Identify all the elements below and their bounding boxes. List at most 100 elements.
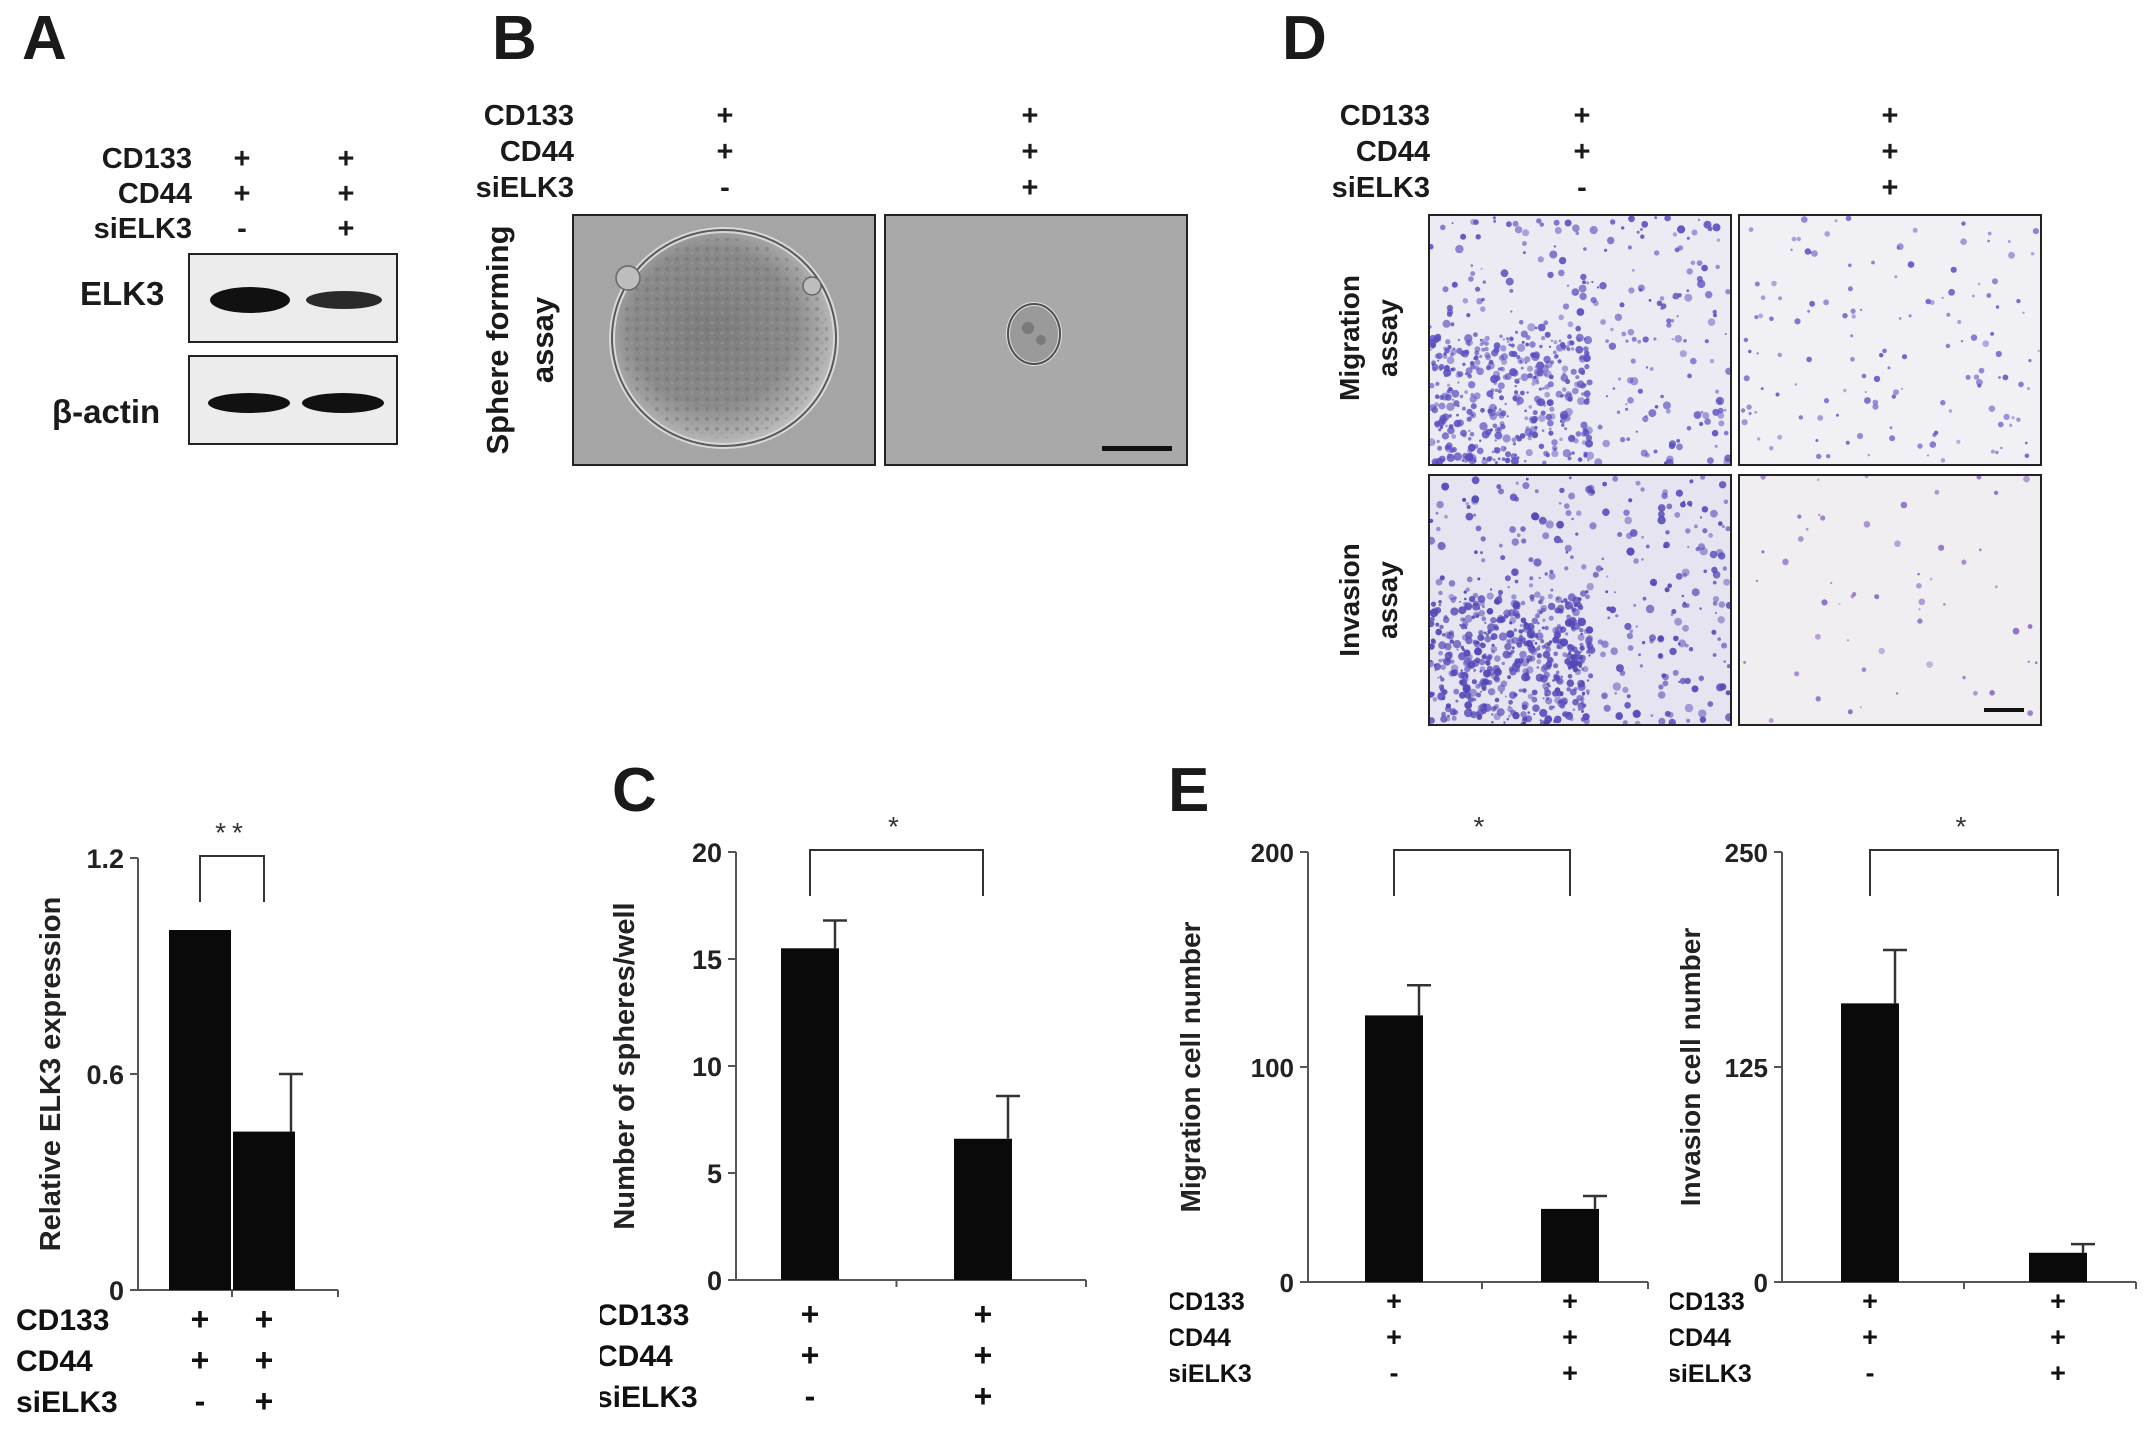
stained-cell — [1464, 666, 1471, 673]
stained-cell — [2002, 374, 2009, 381]
stained-cell — [1449, 448, 1455, 454]
stained-cell — [1624, 622, 1632, 631]
stained-cell — [1511, 568, 1519, 576]
stained-cell — [1918, 608, 1921, 611]
stained-cell — [1851, 314, 1856, 319]
actin-band-control — [208, 393, 290, 413]
stained-cell — [1687, 373, 1692, 379]
sphere-count-chart: 0 5 10 15 20 Number of spheres/well * CD133 + + CD… — [600, 811, 1087, 1414]
stained-cell — [1582, 280, 1586, 285]
stained-cell — [1552, 445, 1558, 451]
stained-cell — [1668, 718, 1676, 724]
stained-cell — [1580, 700, 1585, 705]
condition-label-cd44: CD44 — [499, 136, 574, 168]
stained-cell — [1700, 476, 1706, 480]
stained-cell — [1481, 558, 1486, 563]
stained-cell — [1534, 642, 1538, 645]
stained-cell — [1550, 339, 1554, 342]
stained-cell — [1679, 350, 1687, 358]
stained-cell — [1430, 616, 1435, 622]
stained-cell — [1657, 691, 1666, 699]
stained-cell — [1901, 387, 1904, 390]
stained-cell — [1978, 548, 1982, 552]
stained-cell — [1663, 541, 1670, 549]
stained-cell — [1559, 487, 1565, 494]
stained-cell — [1486, 608, 1494, 615]
stained-cell — [1538, 629, 1541, 632]
stained-cell — [1462, 659, 1471, 667]
stained-cell — [1675, 489, 1683, 497]
stained-cell — [1440, 684, 1445, 689]
stained-cell — [1514, 496, 1520, 502]
stained-cell — [1615, 614, 1619, 618]
stained-cell — [1746, 404, 1752, 410]
stained-cell — [1863, 521, 1871, 528]
stained-cell — [1498, 594, 1502, 598]
stained-cell — [1556, 642, 1564, 650]
stained-cell — [1716, 238, 1721, 242]
stained-cell — [1548, 640, 1553, 644]
stained-cell — [1471, 495, 1480, 503]
stained-cell — [1790, 248, 1793, 251]
stained-cell — [1536, 659, 1542, 665]
stained-cell — [1631, 336, 1637, 342]
stained-cell — [1717, 407, 1724, 414]
stained-cell — [1500, 555, 1506, 561]
stained-cell — [1725, 601, 1730, 609]
stained-cell — [1501, 457, 1506, 461]
stained-cell — [1496, 484, 1502, 490]
stained-cell — [1484, 341, 1489, 346]
stained-cell — [1465, 637, 1473, 645]
stained-cell — [1471, 679, 1477, 685]
stained-cell — [1552, 705, 1556, 709]
stained-cell — [1657, 516, 1666, 525]
stained-cell — [1900, 501, 1908, 509]
stained-cell — [1453, 419, 1462, 428]
condition-label-cd44: CD44 — [1355, 136, 1430, 168]
stained-cell — [1579, 292, 1587, 301]
stained-cell — [1711, 429, 1719, 437]
stained-cell — [1941, 296, 1944, 299]
stained-cell — [1898, 317, 1902, 320]
stained-cell — [1498, 589, 1503, 595]
stained-cell — [1439, 575, 1445, 581]
stained-cell — [1572, 698, 1579, 706]
stained-cell — [1662, 401, 1671, 410]
stained-cell — [1708, 533, 1713, 538]
stained-cell — [1523, 459, 1527, 463]
stained-cell — [1506, 340, 1510, 343]
stained-cell — [1575, 532, 1579, 536]
stained-cell — [1664, 710, 1671, 717]
stained-cell — [1484, 352, 1491, 358]
stained-cell — [1515, 481, 1519, 485]
stained-cell — [1497, 382, 1505, 390]
stained-cell — [1450, 322, 1455, 327]
stained-cell — [1477, 607, 1481, 610]
stained-cell — [1845, 440, 1850, 445]
stained-cell — [1468, 429, 1471, 433]
y-tick-label: 0 — [109, 1276, 124, 1306]
stained-cell — [1533, 713, 1536, 716]
stained-cell — [1543, 355, 1551, 364]
stained-cell — [1684, 703, 1694, 713]
stained-cell — [1514, 390, 1519, 395]
stained-cell — [1568, 653, 1571, 656]
actin-blot — [188, 355, 398, 445]
stained-cell — [1548, 345, 1552, 348]
stained-cell — [1556, 520, 1564, 529]
stained-cell — [1540, 607, 1546, 613]
stained-cell — [1600, 651, 1606, 658]
stained-cell — [1468, 664, 1473, 669]
stained-cell — [1488, 456, 1493, 461]
stained-cell — [2027, 624, 2033, 629]
condition-value: + — [1562, 1286, 1578, 1316]
stained-cell — [1642, 596, 1647, 601]
stained-cell — [1477, 595, 1486, 603]
stained-cell — [1653, 449, 1658, 454]
significance-marker: * — [888, 811, 905, 842]
stained-cell — [1543, 686, 1550, 693]
stained-cell — [1567, 614, 1570, 617]
stained-cell — [1503, 721, 1506, 724]
migration-image-sielk3 — [1738, 214, 2042, 466]
panel-label-b: B — [492, 4, 537, 73]
